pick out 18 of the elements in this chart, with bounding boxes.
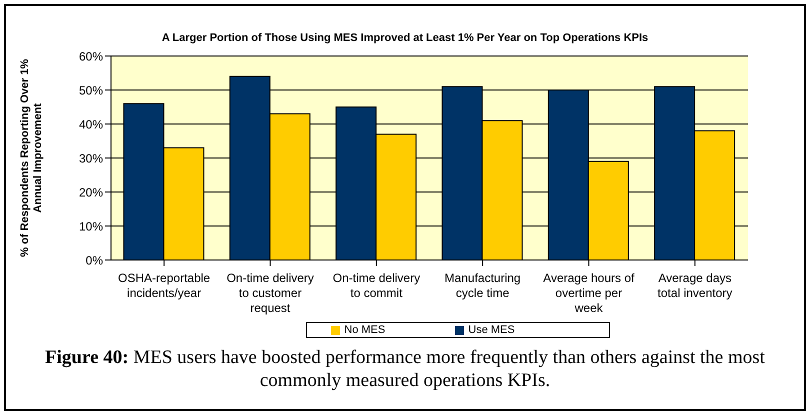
x-tick-label: OSHA-reportable incidents/year [118, 271, 210, 300]
chart-title: A Larger Portion of Those Using MES Improved at Least 1% Per Year on Top Operations KPIs [160, 32, 650, 46]
x-tick-label: On-time delivery to customer request [226, 271, 314, 315]
x-tick-label: Manufacturing cycle time [444, 271, 521, 300]
y-tick-label: 10% [78, 219, 104, 234]
y-tick-label: 0% [86, 253, 104, 268]
y-tick-label: 30% [78, 151, 104, 166]
legend-label: Use MES [468, 324, 515, 336]
y-tick-label: 50% [78, 83, 104, 98]
caption: Figure 40: MES users have boosted performance more frequently than others against the most commonly measured operations KPIs. [44, 346, 766, 392]
x-tick-label: Average days total inventory [658, 271, 732, 300]
x-tick-label: Average hours of overtime per week [543, 271, 635, 315]
x-tick-label: On-time delivery to commit [332, 271, 420, 300]
legend-label: No MES [344, 324, 386, 336]
y-tick-label: 20% [78, 185, 104, 200]
y-axis-title: % of Respondents Reporting Over 1% Annual Improvement [19, 58, 44, 258]
y-tick-label: 60% [78, 49, 104, 64]
y-tick-label: 40% [78, 117, 104, 132]
